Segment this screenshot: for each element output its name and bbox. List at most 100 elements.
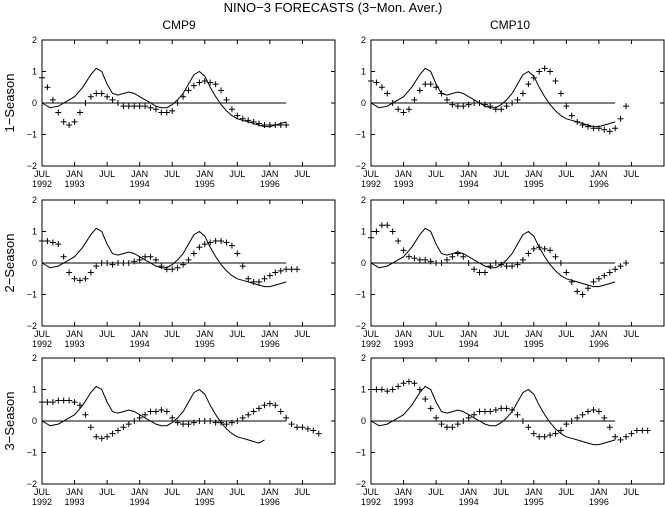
y-tick-label: −2 bbox=[356, 479, 366, 489]
forecast-point bbox=[503, 405, 510, 412]
forecast-markers bbox=[368, 65, 630, 135]
forecast-point bbox=[536, 433, 543, 440]
forecast-point bbox=[476, 408, 483, 415]
forecast-point bbox=[498, 261, 505, 268]
forecast-point bbox=[606, 424, 613, 431]
x-tick-year-label: 1995 bbox=[195, 339, 215, 349]
forecast-point bbox=[169, 107, 176, 114]
forecast-point bbox=[136, 256, 143, 263]
forecast-point bbox=[294, 266, 301, 273]
forecast-point bbox=[541, 65, 548, 72]
x-tick-label: JAN bbox=[460, 487, 477, 497]
forecast-point bbox=[427, 405, 434, 412]
forecast-point bbox=[131, 418, 138, 424]
forecast-point bbox=[568, 112, 575, 119]
forecast-point bbox=[378, 84, 385, 91]
forecast-point bbox=[574, 414, 581, 421]
forecast-point bbox=[256, 405, 263, 412]
forecast-point bbox=[465, 101, 472, 108]
x-tick-year-label: 1992 bbox=[32, 497, 52, 507]
y-tick-label: −1 bbox=[27, 448, 37, 458]
forecast-point bbox=[256, 120, 263, 127]
forecast-point bbox=[49, 96, 56, 103]
forecast-point bbox=[368, 234, 374, 241]
forecast-point bbox=[547, 68, 554, 75]
x-tick-label: JUL bbox=[294, 487, 310, 497]
forecast-point bbox=[590, 125, 597, 132]
forecast-point bbox=[158, 263, 165, 270]
forecast-point bbox=[536, 68, 543, 75]
forecast-point bbox=[395, 106, 402, 113]
y-tick-label: −1 bbox=[27, 130, 37, 140]
forecast-point bbox=[595, 275, 602, 282]
forecast-point bbox=[389, 228, 396, 235]
forecast-point bbox=[114, 100, 121, 106]
forecast-point bbox=[87, 93, 94, 100]
forecast-point bbox=[239, 115, 246, 122]
forecast-point bbox=[595, 125, 602, 132]
forecast-point bbox=[579, 411, 586, 418]
y-tick-label: 0 bbox=[361, 98, 366, 108]
forecast-point bbox=[612, 125, 619, 132]
forecast-point bbox=[82, 275, 89, 282]
forecast-point bbox=[552, 430, 559, 437]
forecast-point bbox=[487, 103, 494, 110]
forecast-point bbox=[266, 400, 273, 407]
forecast-point bbox=[471, 266, 478, 273]
forecast-point bbox=[585, 285, 592, 292]
forecast-point bbox=[201, 418, 208, 424]
forecast-point bbox=[277, 267, 284, 274]
x-tick-year-label: 1996 bbox=[589, 339, 609, 349]
x-tick-label: JUL bbox=[99, 487, 115, 497]
forecast-point bbox=[163, 408, 170, 415]
y-tick-label: 2 bbox=[32, 35, 37, 45]
forecast-point bbox=[125, 103, 132, 110]
x-tick-year-label: 1996 bbox=[260, 497, 280, 507]
forecast-point bbox=[519, 418, 526, 424]
forecast-point bbox=[60, 118, 67, 125]
y-tick-label: 2 bbox=[361, 35, 366, 45]
forecast-point bbox=[142, 103, 149, 110]
forecast-point bbox=[163, 109, 170, 116]
forecast-point bbox=[239, 263, 246, 270]
forecast-point bbox=[639, 427, 646, 434]
x-tick-label: JUL bbox=[164, 169, 180, 179]
x-tick-label: JUL bbox=[34, 169, 50, 179]
x-tick-label: JAN bbox=[261, 329, 278, 339]
forecast-point bbox=[492, 260, 499, 266]
forecast-point bbox=[433, 84, 440, 91]
forecast-point bbox=[55, 397, 62, 404]
x-tick-label: JUL bbox=[34, 329, 50, 339]
forecast-point bbox=[76, 109, 83, 116]
forecast-point bbox=[239, 414, 246, 421]
forecast-point bbox=[547, 432, 554, 439]
forecast-point bbox=[212, 419, 219, 426]
forecast-point bbox=[519, 256, 526, 263]
forecast-point bbox=[228, 106, 235, 113]
y-tick-label: 0 bbox=[32, 416, 37, 426]
forecast-point bbox=[612, 433, 619, 440]
y-tick-label: −2 bbox=[27, 479, 37, 489]
forecast-point bbox=[39, 74, 45, 81]
forecast-point bbox=[481, 101, 488, 108]
forecast-point bbox=[492, 406, 499, 413]
forecast-point bbox=[66, 397, 73, 404]
forecast-point bbox=[234, 112, 241, 119]
forecast-point bbox=[400, 380, 407, 387]
forecast-point bbox=[234, 418, 241, 424]
x-tick-year-label: 1992 bbox=[361, 179, 381, 189]
forecast-point bbox=[66, 269, 73, 276]
forecast-point bbox=[416, 87, 423, 94]
forecast-point bbox=[617, 115, 624, 122]
forecast-point bbox=[606, 269, 613, 276]
forecast-point bbox=[147, 253, 154, 260]
forecast-markers bbox=[39, 74, 290, 129]
x-tick-label: JAN bbox=[525, 169, 542, 179]
forecast-point bbox=[196, 418, 203, 424]
forecast-point bbox=[93, 90, 100, 97]
forecast-point bbox=[590, 406, 597, 413]
